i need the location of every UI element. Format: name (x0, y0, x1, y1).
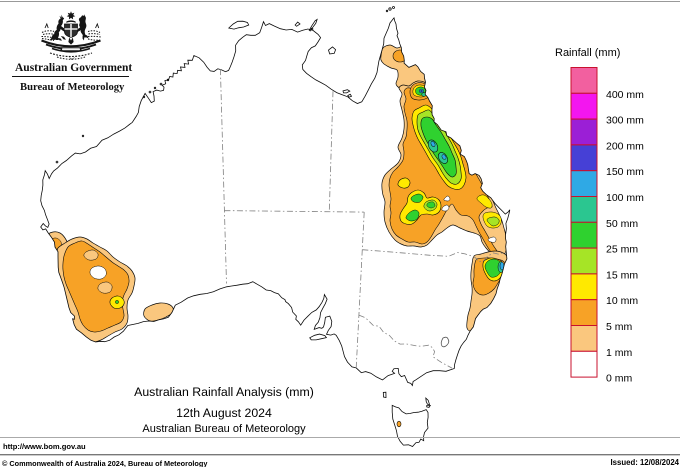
svg-text:200 mm: 200 mm (606, 140, 644, 152)
svg-text:Rainfall (mm): Rainfall (mm) (555, 47, 620, 59)
svg-text:300 mm: 300 mm (606, 115, 644, 127)
svg-text:100 mm: 100 mm (606, 192, 644, 204)
svg-text:400 mm: 400 mm (606, 89, 644, 101)
svg-text:10 mm: 10 mm (606, 295, 638, 307)
svg-text:50 mm: 50 mm (606, 218, 638, 230)
svg-text:15 mm: 15 mm (606, 269, 638, 281)
svg-text:25 mm: 25 mm (606, 244, 638, 256)
svg-text:1 mm: 1 mm (606, 347, 633, 359)
svg-text:150 mm: 150 mm (606, 166, 644, 178)
svg-text:5 mm: 5 mm (606, 321, 633, 333)
svg-text:0 mm: 0 mm (606, 373, 633, 385)
